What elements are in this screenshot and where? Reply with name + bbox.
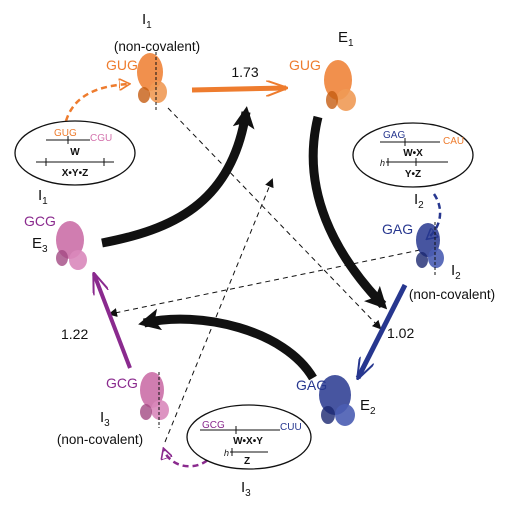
svg-text:Z: Z (244, 456, 250, 467)
dashed-i1-to-i2 (167, 107, 382, 330)
svg-text:Y•Z: Y•Z (405, 169, 421, 180)
svg-text:GCG: GCG (202, 420, 225, 431)
schematic-i1: GUG CGU W X•Y•Z I1 (14, 120, 136, 207)
rate-i3-e3: 1.22 (61, 326, 88, 342)
structure-i3 (140, 372, 169, 428)
state-i2-name: I2 (451, 262, 461, 282)
svg-text:I2: I2 (414, 191, 424, 211)
rate-i1-e1: 1.73 (231, 64, 258, 80)
structure-e1 (324, 60, 356, 111)
state-i3-note: (non-covalent) (57, 432, 143, 447)
black-curved-arrows (101, 106, 388, 381)
svg-text:W: W (70, 147, 80, 158)
svg-text:h: h (380, 158, 385, 168)
state-e3-codon: GCG (24, 213, 56, 229)
svg-text:X•Y•Z: X•Y•Z (62, 168, 88, 179)
state-e2-name: E2 (360, 397, 376, 417)
svg-text:GAG: GAG (383, 130, 405, 141)
arrow-i3-to-e3 (92, 274, 132, 369)
structure-e3 (56, 221, 87, 270)
svg-text:I1: I1 (38, 187, 48, 207)
state-i1-codon: GUG (106, 57, 138, 73)
dashed-i2-to-i3 (108, 249, 421, 317)
dashed-orange-arrow (64, 84, 128, 122)
state-i1-note: (non-covalent) (114, 39, 200, 54)
structure-i1 (137, 52, 167, 110)
structure-i2 (416, 222, 444, 276)
state-e1-name: E1 (338, 29, 354, 49)
svg-text:W•X: W•X (403, 148, 423, 159)
curve-e3-to-e1 (101, 106, 255, 248)
dashed-i3-to-i1 (164, 178, 274, 443)
state-i2-note: (non-covalent) (409, 287, 495, 302)
arrow-i1-to-e1 (191, 88, 286, 90)
curve-e2-to-i3 (138, 308, 317, 381)
svg-text:W•X•Y: W•X•Y (233, 436, 263, 447)
svg-text:GUG: GUG (54, 128, 77, 139)
svg-text:h: h (224, 448, 229, 458)
state-e3-name: E3 (32, 235, 48, 255)
state-i2-codon: GAG (382, 221, 413, 237)
rate-i2-e2: 1.02 (387, 325, 414, 341)
structure-e2 (319, 375, 355, 426)
svg-text:CUU: CUU (280, 422, 302, 433)
arrow-i2-to-e2 (355, 283, 408, 378)
svg-text:CGU: CGU (90, 133, 112, 144)
state-i3-codon: GCG (106, 375, 138, 391)
schematic-i3: GCG CUU W•X•Y h Z I3 (186, 404, 312, 499)
dashed-connections (108, 107, 421, 443)
state-e2-codon: GAG (296, 377, 327, 393)
svg-text:I3: I3 (241, 479, 251, 499)
state-e1-codon: GUG (289, 57, 321, 73)
schematic-i2: GAG CAU W•X h Y•Z I2 (352, 122, 474, 211)
dashed-purple-arrow (164, 450, 216, 468)
svg-text:CAU: CAU (443, 136, 464, 147)
state-i3-name: I3 (100, 409, 110, 429)
curve-e1-to-i2 (308, 115, 388, 310)
state-i1-name: I1 (142, 11, 152, 31)
